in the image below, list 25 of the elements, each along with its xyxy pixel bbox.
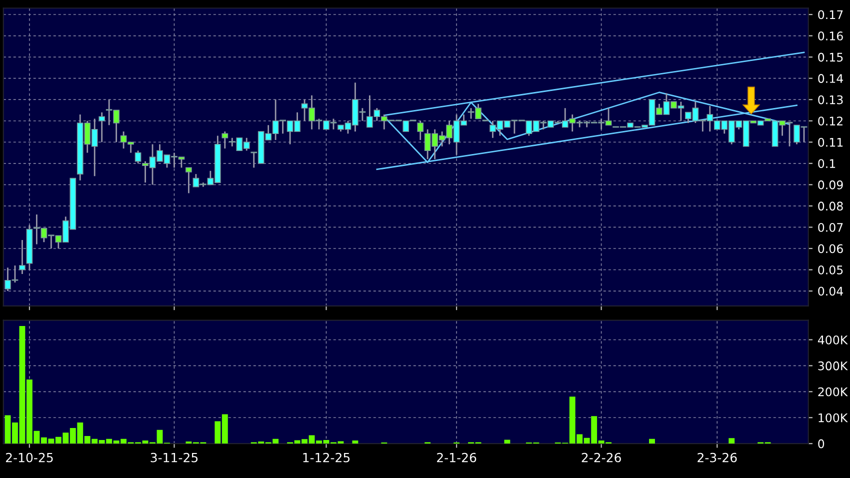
x-tick-label: 2-10-25 xyxy=(6,452,53,462)
y-tick-label: 0.11 xyxy=(818,138,843,147)
y-tick-label: 0.06 xyxy=(818,244,843,254)
x-tick-label: 3-11-25 xyxy=(150,452,198,462)
x-tick-label: 2-2-26 xyxy=(582,452,621,462)
x-tick-label: 2-1-26 xyxy=(437,452,476,462)
y-tick-label: 0.13 xyxy=(818,95,843,104)
y-tick-label: 0.05 xyxy=(818,265,843,274)
y-tick-label: 0.04 xyxy=(818,286,843,296)
y-tick-label: 0.09 xyxy=(818,180,843,190)
y-tick-label: 0.12 xyxy=(818,116,842,126)
y-tick-label: 0.17 xyxy=(818,10,843,20)
y-tick-label: 200K xyxy=(818,387,848,396)
y-tick-label: 300K xyxy=(818,361,848,370)
y-tick-label: 400K xyxy=(818,335,848,344)
x-tick-label: 2-3-26 xyxy=(698,452,737,462)
y-tick-label: 0.16 xyxy=(818,32,843,40)
x-tick-label: 1-12-25 xyxy=(303,452,350,462)
y-tick-label: 0.1 xyxy=(818,159,836,168)
y-tick-label: 100K xyxy=(818,413,848,422)
y-tick-label: 0.14 xyxy=(818,74,843,83)
y-tick-label: 0 xyxy=(818,439,824,448)
y-tick-label: 0.15 xyxy=(818,52,843,62)
y-tick-label: 0.08 xyxy=(818,202,843,211)
y-tick-label: 0.07 xyxy=(818,222,843,232)
